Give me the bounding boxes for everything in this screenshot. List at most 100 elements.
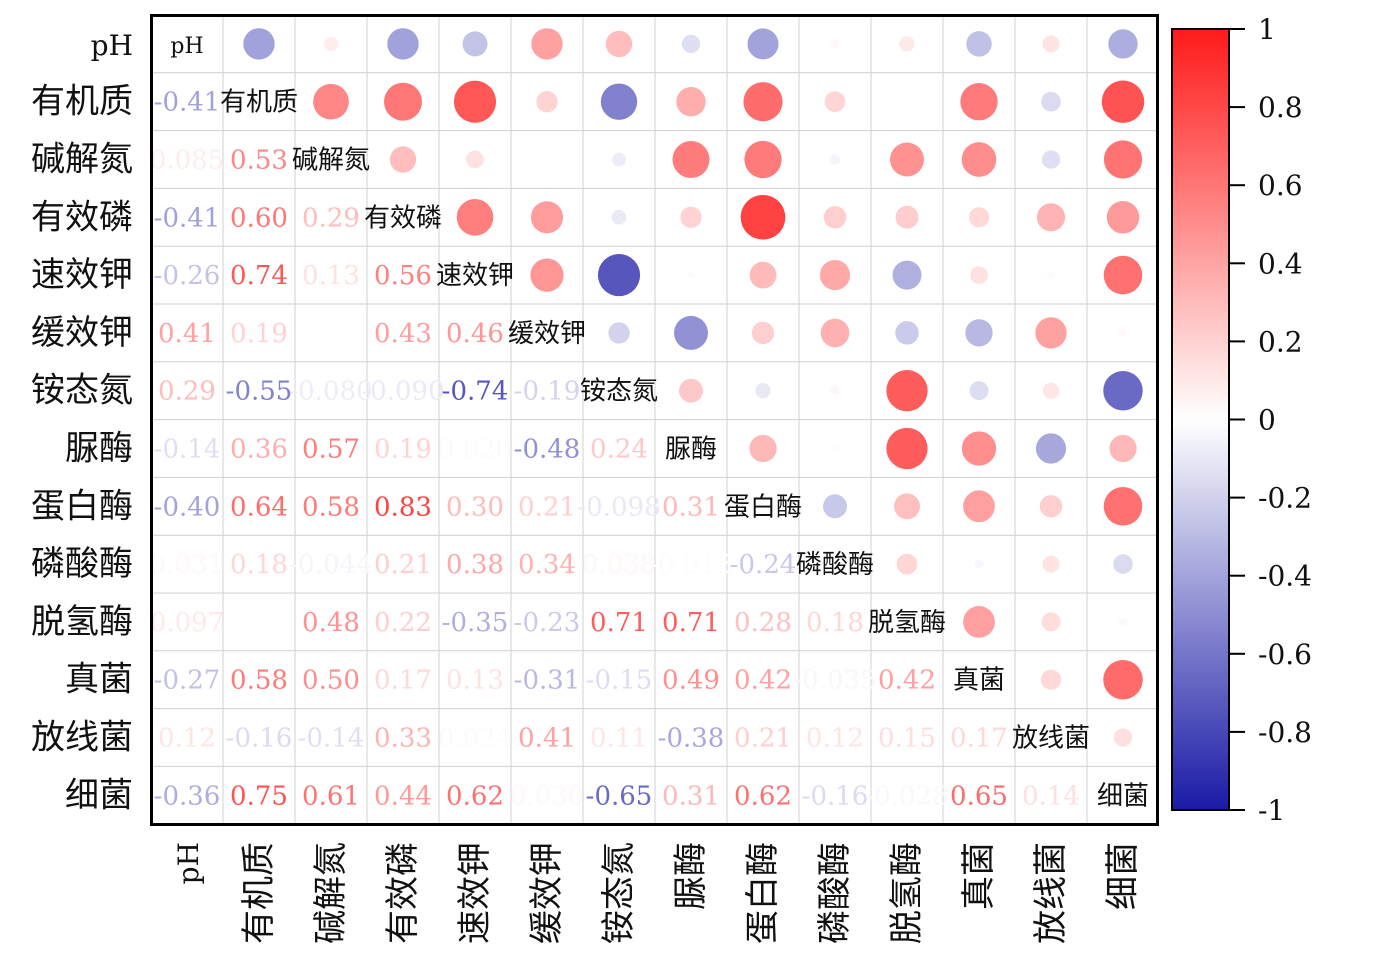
correlation-value: 0.0 bbox=[310, 319, 351, 349]
correlation-value: 0.74 bbox=[230, 261, 288, 291]
column-labels: pH 有机质 碱解氮 有效磷 速效钾 缓效钾 铵态氮 脲酶 蛋白酶 磷酸酶 脱氢酶 真菌 放线菌 细菌 bbox=[172, 842, 1143, 944]
correlation-circle bbox=[1103, 659, 1143, 700]
colorbar-tick-label: 0.2 bbox=[1258, 325, 1303, 358]
correlation-value: 0.42 bbox=[734, 666, 792, 696]
column-label: 脲酶 bbox=[671, 842, 711, 910]
correlation-value: 0.64 bbox=[230, 492, 288, 522]
correlation-circle bbox=[1041, 150, 1061, 169]
correlation-value: 0.75 bbox=[230, 781, 288, 811]
correlation-circle bbox=[1035, 433, 1067, 464]
correlation-circle bbox=[687, 271, 695, 279]
row-label: 放线菌 bbox=[31, 718, 133, 758]
correlation-circle bbox=[830, 385, 840, 396]
column-label: 细菌 bbox=[1103, 842, 1143, 910]
correlation-circle bbox=[823, 206, 847, 229]
correlation-value: 0.13 bbox=[446, 666, 504, 696]
correlation-value: 0.14 bbox=[1022, 781, 1080, 811]
column-label: 缓效钾 bbox=[527, 842, 567, 944]
correlation-circle bbox=[462, 31, 488, 57]
correlation-value: 0.15 bbox=[878, 724, 936, 754]
column-label: 放线菌 bbox=[1031, 842, 1071, 944]
correlation-circle bbox=[824, 91, 846, 113]
column-label: 碱解氮 bbox=[311, 842, 351, 944]
correlation-value: -0.55 bbox=[226, 377, 293, 407]
correlation-circle bbox=[1103, 140, 1143, 179]
plot-frame bbox=[150, 14, 1159, 826]
correlation-circle bbox=[1118, 328, 1128, 338]
correlation-circle bbox=[1109, 434, 1137, 463]
correlation-circle bbox=[1108, 29, 1138, 59]
row-label: 脲酶 bbox=[65, 429, 133, 469]
correlation-value: 0.56 bbox=[374, 261, 432, 291]
row-label: 碱解氮 bbox=[31, 140, 133, 180]
correlation-circle bbox=[749, 261, 777, 289]
colorbar-tick-label: 1 bbox=[1258, 13, 1276, 46]
row-label: 缓效钾 bbox=[31, 313, 133, 353]
correlation-value: -0.41 bbox=[154, 203, 221, 233]
colorbar-tick-label: 0.4 bbox=[1258, 247, 1303, 280]
correlation-circle bbox=[1113, 554, 1133, 574]
correlation-circle bbox=[1039, 495, 1063, 518]
diagonal-label: 速效钾 bbox=[436, 261, 514, 291]
correlation-value: 0.24 bbox=[590, 435, 648, 465]
correlation-value: 0.62 bbox=[734, 781, 792, 811]
correlation-value: -0.36 bbox=[154, 781, 221, 811]
correlation-value: 0.42 bbox=[878, 666, 936, 696]
diagonal-label: 铵态氮 bbox=[580, 377, 658, 407]
correlation-value: -0.015 bbox=[649, 550, 732, 580]
correlation-value: -0.65 bbox=[586, 781, 653, 811]
correlation-circle bbox=[960, 83, 998, 121]
correlation-circle bbox=[384, 82, 422, 121]
correlation-circle bbox=[832, 445, 838, 452]
correlation-circle bbox=[899, 36, 915, 52]
colorbar-ticks: 1 0.8 0.6 0.4 0.2 0 -0.2 -0.4 -0.6 -0.8 -1 bbox=[1229, 13, 1312, 827]
row-label: 细菌 bbox=[65, 775, 133, 815]
correlation-value: 0.13 bbox=[302, 261, 360, 291]
correlation-circle bbox=[531, 28, 563, 60]
correlation-circle bbox=[1040, 669, 1062, 690]
correlation-circle bbox=[895, 205, 919, 229]
correlation-circle bbox=[608, 322, 630, 344]
correlation-value: -0.16 bbox=[226, 724, 293, 754]
correlation-value: 0.18 bbox=[230, 550, 288, 580]
correlation-circle bbox=[1042, 555, 1060, 573]
correlation-value: 0.50 bbox=[302, 666, 360, 696]
row-label: 蛋白酶 bbox=[31, 486, 133, 526]
correlation-circle bbox=[969, 381, 989, 401]
correlation-value: 0.58 bbox=[230, 666, 288, 696]
correlation-value: 0.34 bbox=[518, 550, 576, 580]
correlation-circle bbox=[1103, 255, 1143, 295]
correlation-circle bbox=[679, 378, 703, 403]
row-label: 磷酸酶 bbox=[31, 544, 133, 584]
correlation-circle bbox=[612, 152, 626, 167]
correlation-value: 0.21 bbox=[518, 492, 576, 522]
correlation-circle bbox=[890, 142, 924, 177]
row-label: 有机质 bbox=[31, 82, 133, 122]
correlation-circle bbox=[963, 490, 995, 523]
correlation-circle bbox=[886, 427, 928, 470]
grid-lines bbox=[151, 15, 1159, 825]
correlation-circle bbox=[823, 494, 847, 519]
correlation-value: -0.044 bbox=[289, 550, 372, 580]
correlation-circle bbox=[829, 154, 841, 165]
correlation-value: -0.48 bbox=[514, 435, 581, 465]
column-label: pH bbox=[172, 842, 205, 884]
correlation-circle bbox=[1113, 728, 1133, 747]
correlation-circle bbox=[243, 28, 275, 60]
correlation-circle bbox=[1042, 382, 1060, 399]
correlation-circle bbox=[974, 559, 984, 569]
correlation-value: 0.43 bbox=[374, 319, 432, 349]
correlation-circle bbox=[743, 82, 783, 122]
row-label: 速效钾 bbox=[31, 255, 133, 295]
correlation-circle bbox=[963, 606, 995, 638]
correlation-circle bbox=[747, 28, 779, 60]
row-label: 有效磷 bbox=[31, 197, 133, 237]
correlation-value: 0.17 bbox=[374, 666, 432, 696]
correlation-circle bbox=[751, 321, 775, 345]
correlation-circle bbox=[886, 370, 928, 412]
correlation-value: 0.29 bbox=[302, 203, 360, 233]
correlation-value: 0.48 bbox=[302, 608, 360, 638]
row-label: 铵态氮 bbox=[31, 371, 133, 411]
